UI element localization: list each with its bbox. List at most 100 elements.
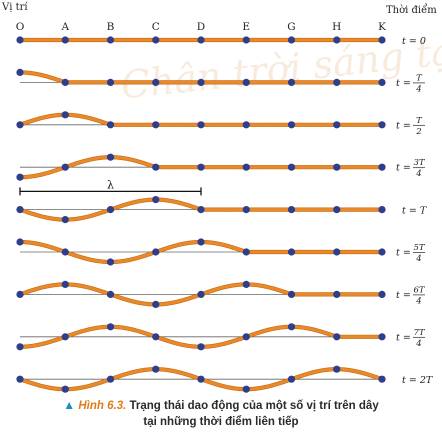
position-label-c: C [152, 21, 160, 33]
point-a [61, 216, 69, 224]
point-b [106, 206, 115, 214]
point-k [378, 333, 386, 341]
point-a [61, 280, 69, 288]
wave-row: t = 2T [16, 365, 433, 393]
point-k [378, 163, 386, 171]
wavelength-label: λ [107, 178, 114, 191]
point-a [61, 36, 69, 44]
point-o [16, 206, 24, 214]
caption-figure-label: Hình 6.3. [78, 400, 127, 412]
point-c [152, 365, 160, 373]
point-h [333, 163, 341, 171]
point-e [242, 248, 250, 256]
position-label-d: D [197, 21, 205, 33]
caption-line-1: ▲ Hình 6.3. Trạng thái dao động của một … [0, 397, 442, 414]
point-a [61, 333, 69, 341]
point-k [378, 375, 386, 383]
point-c [152, 248, 160, 256]
point-e [242, 206, 250, 214]
time-label-numerator: T [416, 116, 423, 126]
point-g [287, 248, 296, 256]
point-a [61, 163, 69, 171]
point-k [378, 248, 386, 256]
time-label-prefix: t = [396, 163, 411, 174]
point-c [152, 121, 160, 129]
wave-row: t = 3T4 [16, 153, 426, 181]
time-label-denominator: 2 [415, 127, 421, 137]
point-g [287, 375, 296, 383]
caption-line-2: tại những thời điểm liên tiếp [143, 416, 299, 428]
time-label-numerator: 5T [413, 243, 425, 253]
position-label-b: B [107, 21, 115, 33]
time-label-numerator: 3T [413, 158, 425, 168]
point-h [333, 36, 341, 44]
point-o [16, 68, 24, 76]
point-h [333, 290, 341, 298]
point-b [106, 258, 115, 266]
point-c [152, 36, 160, 44]
triangle-marker-icon: ▲ [63, 398, 76, 412]
point-k [378, 78, 386, 86]
point-e [242, 78, 250, 86]
wave-row: t = 6T4 [16, 280, 426, 308]
time-label: t = T [402, 206, 427, 217]
time-label-denominator: 4 [415, 84, 421, 94]
point-c [152, 163, 160, 171]
point-o [16, 375, 24, 383]
wave-row: t = 5T4 [16, 238, 426, 266]
position-label-g: G [287, 21, 295, 33]
position-label-e: E [242, 21, 250, 33]
wave-row: t = T4 [16, 68, 425, 94]
point-h [333, 78, 341, 86]
time-label-prefix: t = [396, 332, 411, 343]
point-k [378, 206, 386, 214]
point-h [333, 333, 341, 341]
position-label-k: K [378, 21, 386, 33]
point-d [197, 290, 205, 298]
point-b [106, 323, 115, 331]
point-g [287, 121, 296, 129]
position-label-o: O [16, 21, 25, 33]
time-label: t = 0 [402, 36, 426, 47]
point-b [106, 375, 115, 383]
point-e [242, 280, 250, 288]
point-b [106, 121, 115, 129]
point-g [287, 206, 296, 214]
point-o [16, 290, 24, 298]
point-k [378, 121, 386, 129]
point-b [106, 290, 115, 298]
point-g [287, 290, 296, 298]
point-h [333, 121, 341, 129]
point-g [287, 78, 296, 86]
point-o [16, 36, 24, 44]
point-d [197, 121, 205, 129]
time-label-denominator: 4 [415, 169, 421, 179]
point-d [197, 36, 205, 44]
point-b [106, 78, 115, 86]
time-label: t = 2T [402, 375, 433, 386]
figure-caption: ▲ Hình 6.3. Trạng thái dao động của một … [0, 397, 442, 430]
time-label-denominator: 4 [415, 254, 421, 264]
point-h [333, 248, 341, 256]
position-label-a: A [60, 21, 69, 33]
point-e [242, 333, 250, 341]
point-e [242, 121, 250, 129]
point-g [287, 323, 296, 331]
point-o [16, 343, 24, 351]
time-label-prefix: t = [396, 78, 411, 89]
point-e [242, 163, 250, 171]
time-label-numerator: T [416, 73, 423, 83]
point-g [287, 36, 296, 44]
point-h [333, 206, 341, 214]
point-d [197, 238, 205, 246]
position-label-h: H [332, 21, 341, 33]
point-e [242, 385, 250, 393]
wave-row: t = 0 [16, 36, 426, 47]
time-label-prefix: t = [396, 248, 411, 259]
point-k [378, 290, 386, 298]
point-a [61, 385, 69, 393]
caption-text-1: Trạng thái dao động của một số vị trí tr… [129, 400, 379, 412]
time-label-numerator: 6T [413, 285, 425, 295]
